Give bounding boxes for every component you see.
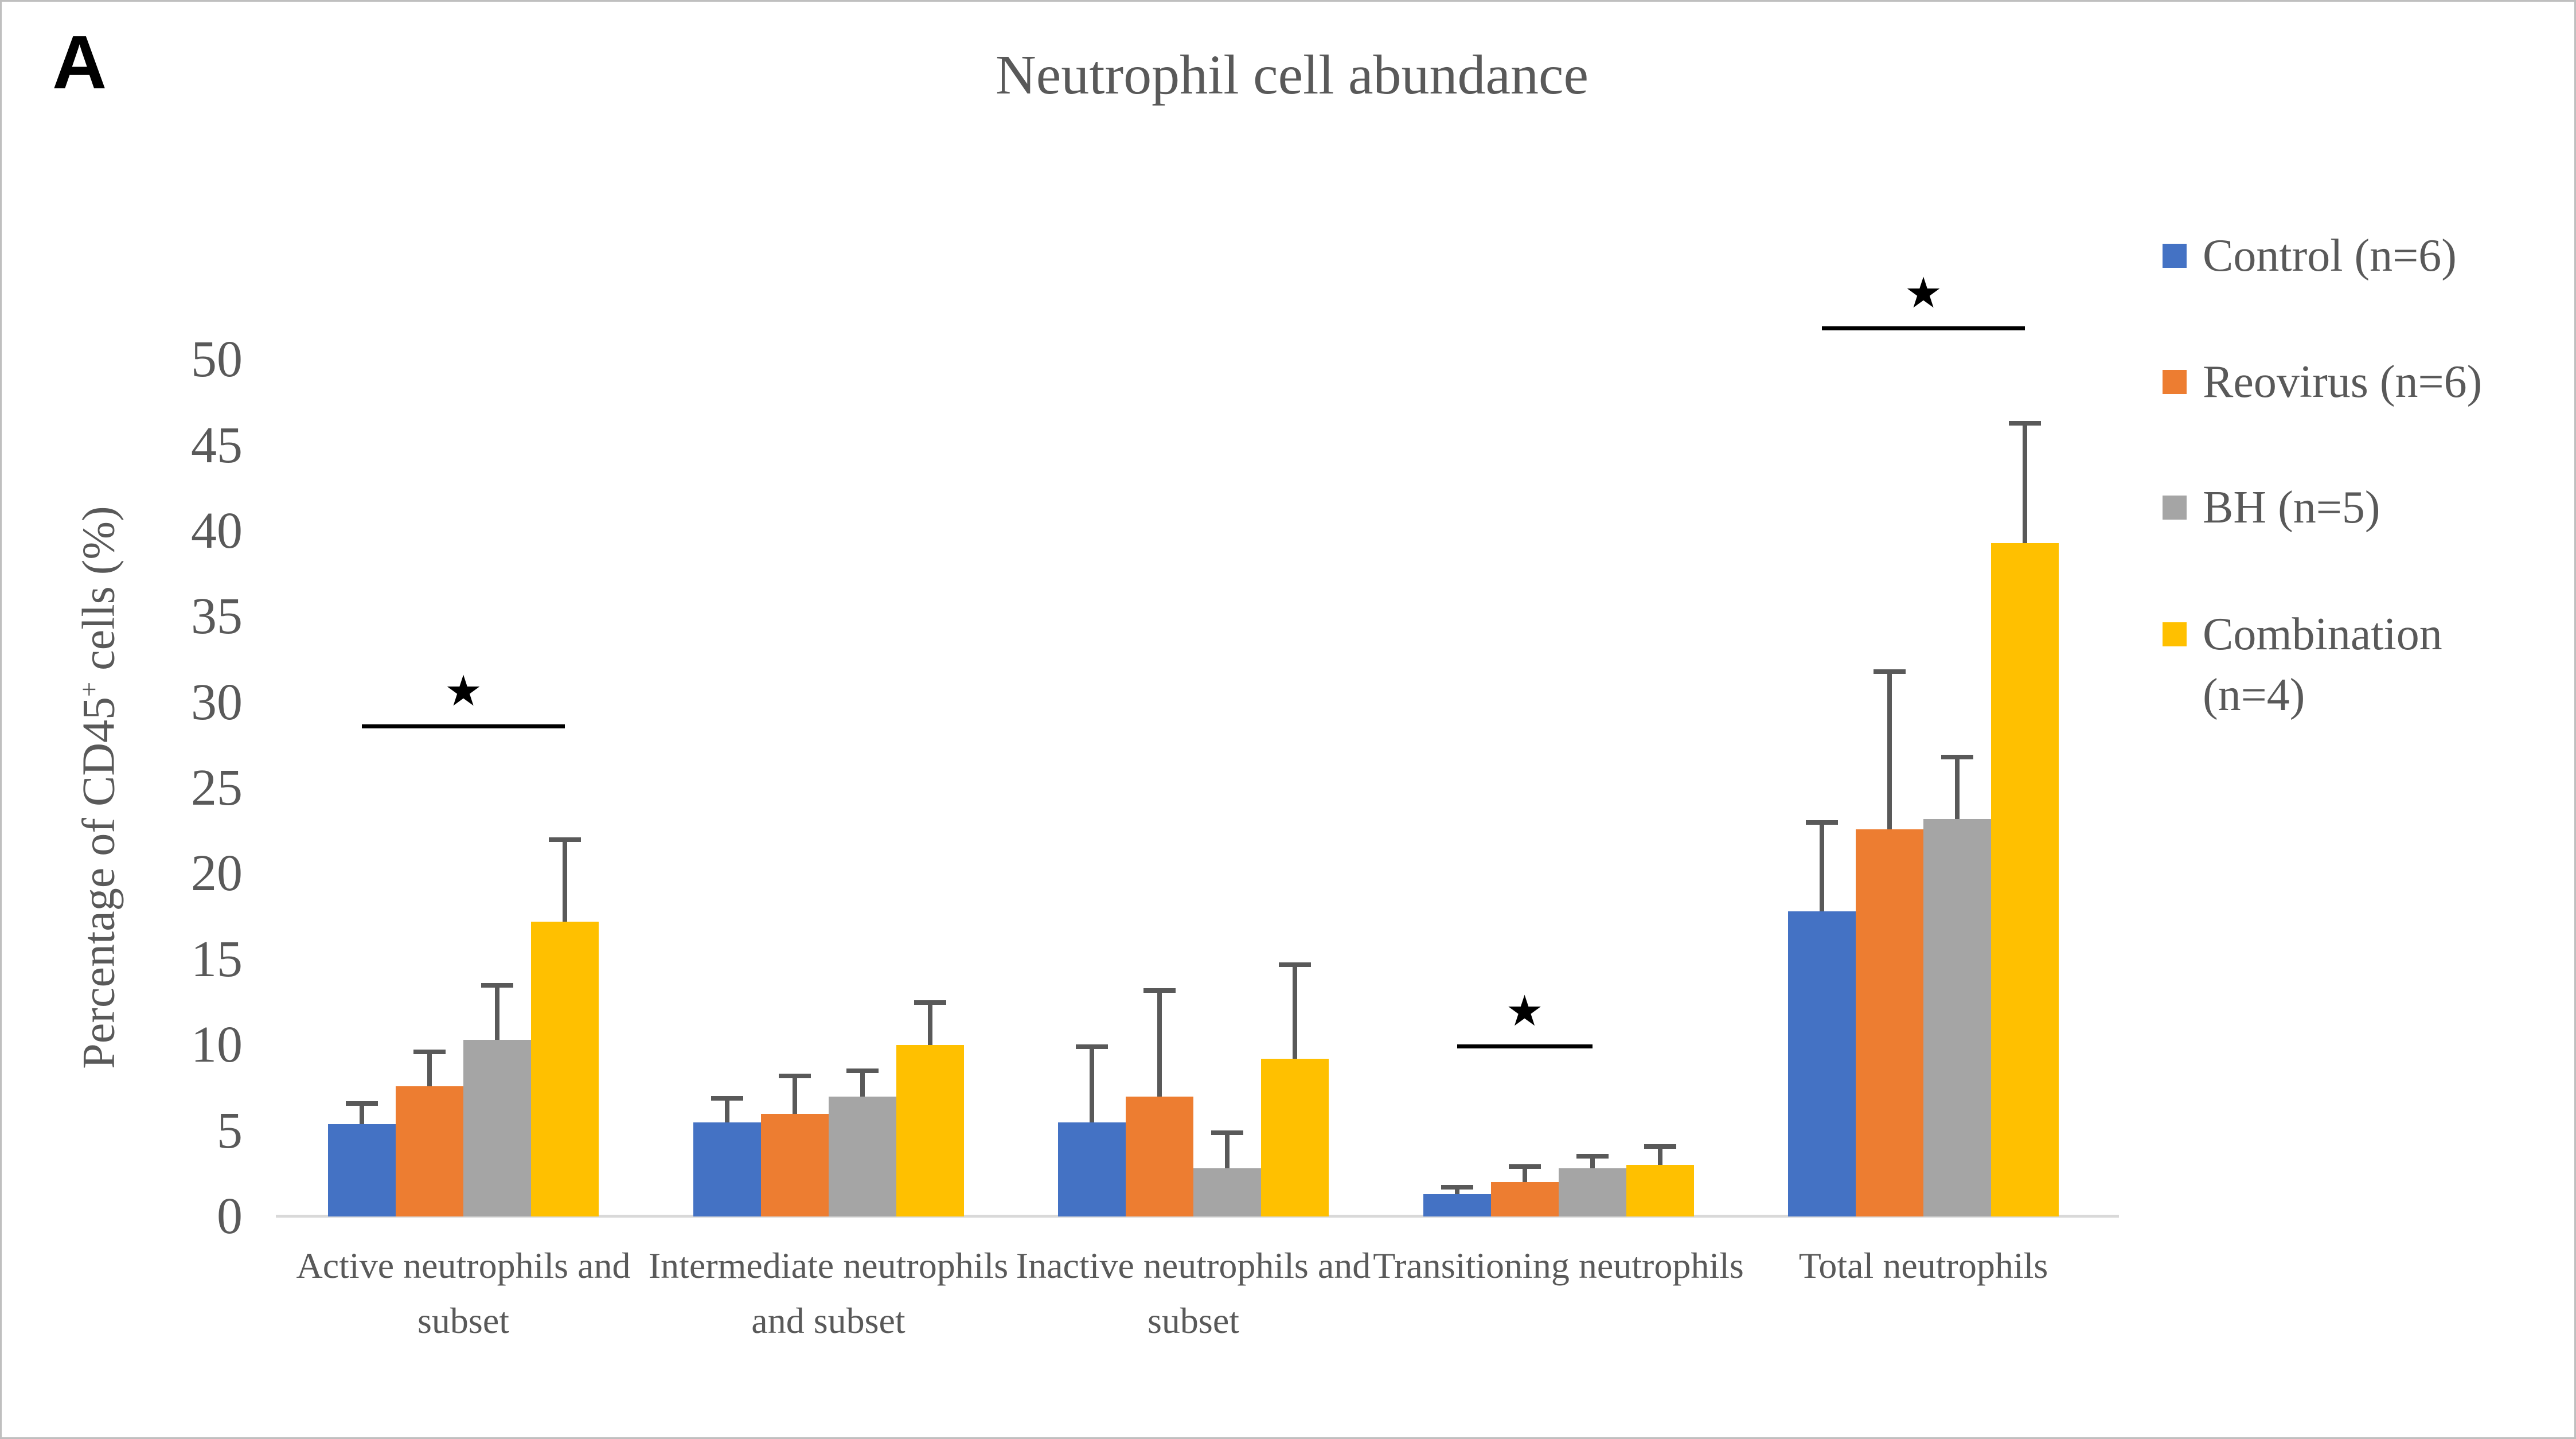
y-axis-tick-label: 40 [191, 502, 243, 559]
y-axis-tick-label: 15 [191, 930, 243, 988]
significance-star-icon: ★ [1904, 268, 1943, 318]
legend-swatch-icon [2163, 496, 2187, 520]
significance-line [362, 724, 565, 728]
y-axis-tick-label: 0 [217, 1188, 243, 1245]
error-bar-cap [413, 1050, 446, 1055]
error-bar-line [1454, 1187, 1459, 1195]
bar-control-4 [1788, 911, 1856, 1216]
error-bar-cap [778, 1074, 811, 1079]
x-axis-category-label: Transitioning neutrophils [1373, 1245, 1744, 1286]
significance-star-icon: ★ [1505, 986, 1544, 1036]
error-bar-line [563, 839, 567, 922]
y-axis-tick-label: 20 [191, 845, 243, 902]
y-axis-tick-label: 35 [191, 588, 243, 645]
bar-control-0 [328, 1124, 396, 1216]
y-axis-tick-label: 25 [191, 759, 243, 817]
bar-reovirus-0 [396, 1086, 463, 1216]
bar-bh-2 [1193, 1168, 1261, 1216]
legend-item: Control (n=6) [2163, 225, 2547, 286]
error-bar-cap [711, 1095, 743, 1101]
legend-label: Control (n=6) [2203, 231, 2457, 281]
error-bar-cap [2009, 420, 2041, 426]
y-axis-tick-label: 30 [191, 673, 243, 731]
error-bar-line [860, 1071, 865, 1097]
error-bar-cap [1143, 988, 1176, 993]
error-bar-line [1657, 1146, 1662, 1165]
error-bar-line [2023, 423, 2027, 543]
error-bar-cap [1874, 669, 1906, 674]
significance-line [1822, 326, 2025, 331]
bar-combination-3 [1626, 1165, 1694, 1216]
error-bar-line [1522, 1167, 1527, 1183]
bar-combination-2 [1261, 1059, 1329, 1216]
error-bar-cap [1441, 1185, 1473, 1190]
error-bar-cap [1211, 1130, 1243, 1135]
error-bar-line [1887, 671, 1892, 829]
error-bar-cap [914, 1000, 946, 1005]
legend-item: Reovirus (n=6) [2163, 352, 2547, 412]
legend-label: BH (n=5) [2203, 482, 2380, 533]
error-bar-cap [1508, 1164, 1541, 1169]
legend-label: Combination (n=4) [2203, 609, 2442, 720]
error-bar-cap [1576, 1154, 1609, 1159]
y-axis-tick-label: 10 [191, 1016, 243, 1074]
error-bar-cap [549, 837, 581, 842]
error-bar-line [1293, 964, 1297, 1059]
error-bar-line [1090, 1047, 1094, 1122]
error-bar-cap [346, 1101, 378, 1106]
bar-control-3 [1423, 1194, 1491, 1216]
legend-swatch-icon [2163, 622, 2187, 646]
error-bar-line [927, 1002, 932, 1046]
bar-control-2 [1058, 1122, 1126, 1216]
significance-star-icon: ★ [444, 666, 483, 716]
error-bar-cap [1941, 755, 1973, 760]
error-bar-line [1590, 1156, 1595, 1169]
x-axis-category-label: Inactive neutrophils and subset [1016, 1245, 1371, 1341]
x-axis-category-label: Total neutrophils [1798, 1245, 2048, 1286]
legend-item: BH (n=5) [2163, 477, 2547, 538]
bar-combination-0 [531, 922, 599, 1216]
bar-bh-0 [463, 1040, 531, 1216]
error-bar-cap [1279, 962, 1311, 967]
error-bar-cap [1076, 1044, 1108, 1050]
legend-label: Reovirus (n=6) [2203, 357, 2483, 407]
x-axis-category-label: Active neutrophils and subset [296, 1245, 631, 1341]
error-bar-line [1820, 822, 1824, 912]
bar-reovirus-2 [1126, 1096, 1193, 1216]
error-bar-line [427, 1052, 432, 1086]
bar-bh-1 [828, 1096, 896, 1216]
x-axis-category-label: Intermediate neutrophils and subset [648, 1245, 1009, 1341]
error-bar-line [1157, 990, 1162, 1097]
error-bar-cap [1644, 1144, 1676, 1149]
chart-title: Neutrophil cell abundance [995, 44, 1589, 106]
error-bar-line [1225, 1132, 1230, 1169]
error-bar-line [360, 1103, 364, 1124]
bar-reovirus-4 [1856, 829, 1923, 1216]
error-bar-line [495, 985, 499, 1040]
error-bar-line [1955, 757, 1960, 819]
y-axis-tick-label: 50 [191, 331, 243, 388]
error-bar-line [724, 1098, 729, 1122]
bar-control-1 [693, 1122, 761, 1216]
error-bar-cap [481, 982, 513, 988]
bar-reovirus-1 [760, 1113, 829, 1216]
panel-letter: A [52, 20, 107, 104]
error-bar-cap [846, 1068, 879, 1074]
bar-bh-4 [1923, 818, 1991, 1216]
bar-bh-3 [1558, 1168, 1626, 1216]
legend-swatch-icon [2163, 244, 2187, 268]
error-bar-cap [1806, 820, 1838, 825]
bar-reovirus-3 [1490, 1182, 1559, 1216]
y-axis-tick-label: 45 [191, 416, 243, 474]
bar-combination-1 [896, 1045, 964, 1216]
error-bar-line [792, 1076, 797, 1114]
legend-item: Combination (n=4) [2163, 604, 2547, 726]
y-axis-tick-label: 5 [217, 1102, 243, 1159]
significance-line [1457, 1044, 1593, 1049]
legend-swatch-icon [2163, 370, 2187, 394]
bar-combination-4 [1991, 543, 2059, 1216]
